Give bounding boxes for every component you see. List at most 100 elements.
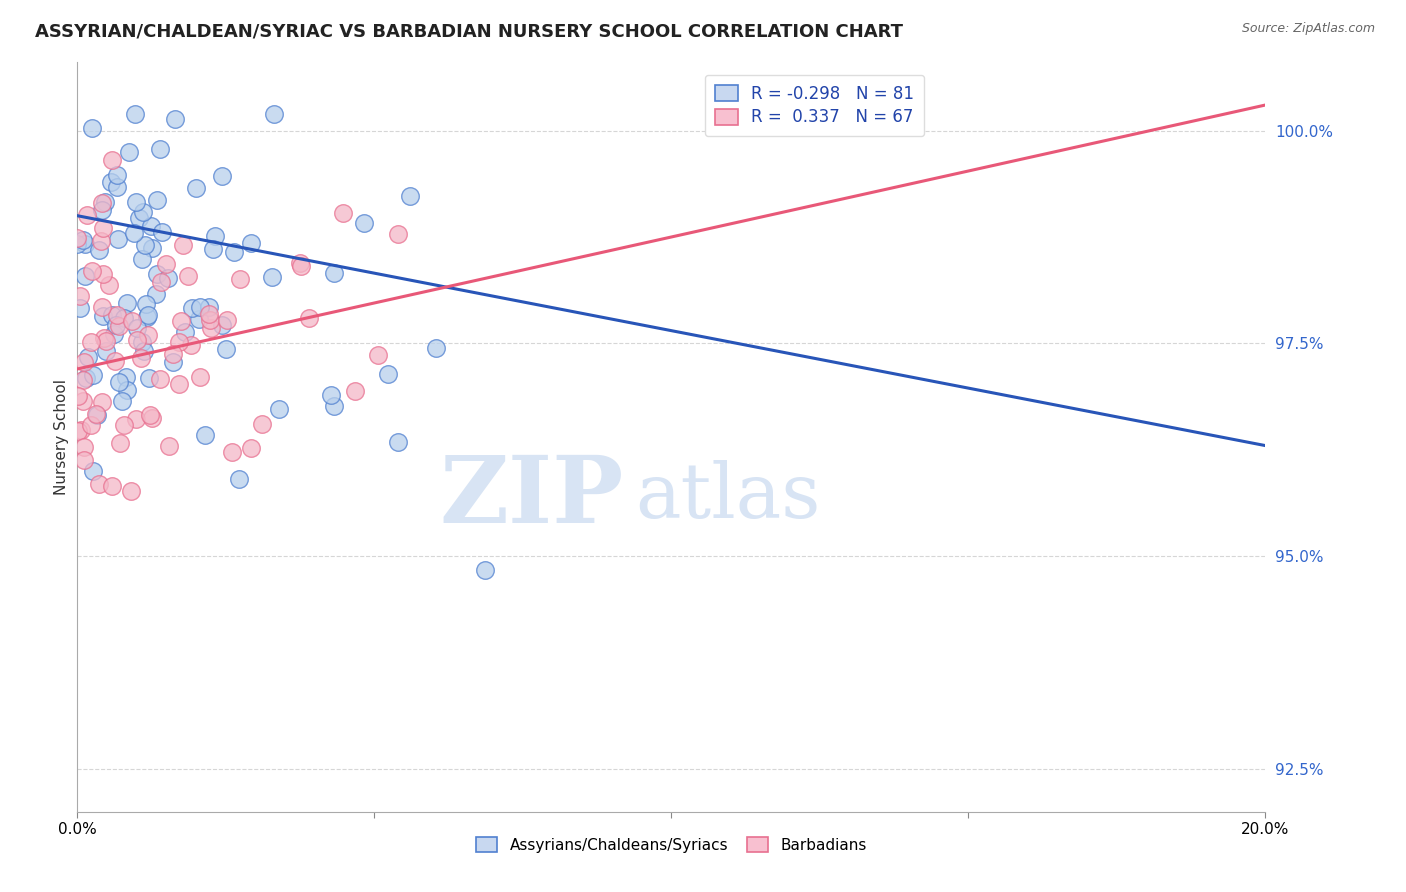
Point	[127, 334, 149, 348]
Point	[100, 153, 122, 167]
Point	[150, 276, 173, 290]
Point	[155, 257, 177, 271]
Point	[79, 417, 101, 432]
Point	[167, 334, 190, 349]
Point	[134, 237, 156, 252]
Text: Source: ZipAtlas.com: Source: ZipAtlas.com	[1241, 22, 1375, 36]
Point	[90, 202, 112, 217]
Point	[91, 221, 114, 235]
Point	[215, 313, 238, 327]
Point	[121, 314, 143, 328]
Point	[80, 264, 103, 278]
Point	[97, 277, 120, 292]
Point	[72, 440, 94, 454]
Point	[138, 308, 160, 322]
Point	[108, 376, 131, 390]
Point	[222, 245, 245, 260]
Point	[240, 235, 263, 250]
Point	[75, 237, 97, 252]
Point	[141, 241, 163, 255]
Point	[149, 372, 172, 386]
Point	[91, 195, 114, 210]
Point	[177, 269, 200, 284]
Point	[115, 296, 138, 310]
Point	[90, 395, 112, 409]
Text: ASSYRIAN/CHALDEAN/SYRIAC VS BARBADIAN NURSERY SCHOOL CORRELATION CHART: ASSYRIAN/CHALDEAN/SYRIAC VS BARBADIAN NU…	[35, 22, 903, 40]
Point	[125, 194, 148, 209]
Point	[76, 350, 98, 364]
Point	[82, 464, 104, 478]
Point	[115, 383, 138, 397]
Text: ZIP: ZIP	[440, 452, 624, 542]
Point	[76, 209, 98, 223]
Point	[263, 106, 285, 120]
Point	[425, 341, 447, 355]
Point	[117, 145, 139, 159]
Point	[211, 318, 233, 332]
Point	[69, 289, 91, 303]
Point	[250, 417, 273, 431]
Point	[96, 334, 118, 348]
Point	[150, 225, 173, 239]
Point	[100, 175, 122, 189]
Point	[229, 272, 252, 286]
Point	[367, 348, 389, 362]
Point	[377, 368, 399, 382]
Point	[180, 338, 202, 352]
Point	[108, 436, 131, 450]
Point	[105, 180, 128, 194]
Point	[131, 252, 153, 266]
Point	[124, 106, 146, 120]
Point	[132, 205, 155, 219]
Point	[94, 194, 117, 209]
Point	[107, 232, 129, 246]
Point	[135, 310, 157, 324]
Point	[67, 389, 90, 403]
Point	[198, 307, 221, 321]
Point	[145, 287, 167, 301]
Point	[105, 308, 128, 322]
Point	[136, 327, 159, 342]
Point	[353, 216, 375, 230]
Point	[91, 267, 114, 281]
Point	[128, 211, 150, 226]
Point	[131, 335, 153, 350]
Point	[188, 300, 211, 314]
Point	[399, 189, 422, 203]
Point	[124, 412, 146, 426]
Point	[198, 300, 221, 314]
Point	[343, 384, 366, 398]
Point	[228, 472, 250, 486]
Point	[162, 346, 184, 360]
Point	[82, 368, 104, 382]
Point	[66, 236, 89, 251]
Point	[332, 206, 354, 220]
Point	[221, 444, 243, 458]
Point	[91, 300, 114, 314]
Point	[298, 310, 321, 325]
Point	[139, 409, 162, 423]
Point	[200, 313, 222, 327]
Point	[202, 242, 225, 256]
Point	[120, 483, 142, 498]
Point	[104, 354, 127, 368]
Point	[69, 423, 91, 437]
Point	[125, 320, 148, 334]
Y-axis label: Nursery School: Nursery School	[53, 379, 69, 495]
Point	[91, 309, 114, 323]
Point	[267, 401, 290, 416]
Point	[105, 168, 128, 182]
Point	[80, 334, 103, 349]
Point	[387, 227, 409, 242]
Point	[94, 344, 117, 359]
Point	[129, 351, 152, 365]
Point	[112, 311, 135, 326]
Point	[90, 234, 112, 248]
Point	[69, 301, 91, 315]
Point	[165, 112, 187, 127]
Point	[101, 308, 124, 322]
Point	[72, 393, 94, 408]
Point	[73, 268, 96, 283]
Point	[132, 344, 155, 359]
Point	[319, 388, 342, 402]
